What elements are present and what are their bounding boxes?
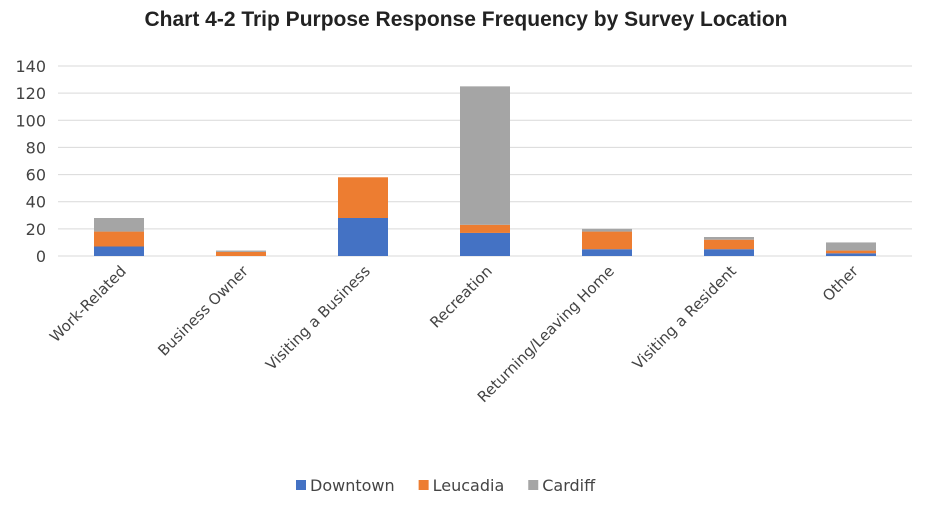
x-category-label: Work-Related [46, 262, 130, 346]
y-tick-label: 100 [15, 111, 46, 130]
bar-segment-leucadia [338, 177, 388, 218]
chart-title: Chart 4-2 Trip Purpose Response Frequenc… [144, 8, 788, 31]
bar-segment-leucadia [94, 231, 144, 247]
x-category-label: Visiting a Business [262, 262, 374, 374]
bar-segment-cardiff [826, 242, 876, 251]
x-axis-category-labels: Work-Related Business Owner Visiting a Bus… [46, 262, 862, 407]
x-category-label: Visiting a Resident [629, 262, 740, 373]
bar-segment-downtown [582, 249, 632, 256]
bar-segment-cardiff [94, 218, 144, 232]
legend: Downtown Leucadia Cardiff [296, 476, 596, 495]
bars [94, 86, 876, 256]
x-category-label: Business Owner [154, 262, 252, 360]
x-category-label: Recreation [426, 262, 495, 331]
bar-segment-downtown [704, 249, 754, 256]
bar-segment-cardiff [704, 237, 754, 240]
bar-segment-leucadia [460, 224, 510, 233]
bar-segment-downtown [338, 218, 388, 256]
bar-segment-leucadia [704, 239, 754, 250]
bar-segment-leucadia [826, 250, 876, 254]
legend-swatch-cardiff [528, 480, 539, 490]
y-tick-label: 60 [26, 166, 46, 185]
y-tick-label: 80 [26, 138, 46, 157]
y-tick-label: 40 [26, 193, 46, 212]
legend-label-downtown: Downtown [310, 476, 395, 495]
y-tick-label: 140 [15, 57, 46, 76]
legend-swatch-downtown [296, 480, 306, 490]
x-category-label: Other [819, 262, 862, 305]
bar-segment-cardiff [216, 250, 266, 252]
y-tick-label: 120 [15, 84, 46, 103]
y-tick-label: 0 [36, 247, 46, 266]
legend-swatch-leucadia [418, 480, 429, 490]
y-tick-label: 20 [26, 220, 46, 239]
bar-segment-downtown [826, 253, 876, 256]
y-axis-tick-labels: 0 20 40 60 80 100 120 140 [15, 57, 46, 266]
bar-segment-cardiff [460, 86, 510, 225]
legend-label-cardiff: Cardiff [542, 476, 596, 495]
bar-segment-leucadia [216, 251, 266, 256]
bar-segment-downtown [460, 232, 510, 256]
bar-segment-downtown [94, 246, 144, 256]
x-category-label: Returning/Leaving Home [474, 262, 618, 406]
bar-segment-leucadia [582, 231, 632, 250]
legend-label-leucadia: Leucadia [433, 476, 505, 495]
bar-segment-cardiff [582, 228, 632, 232]
